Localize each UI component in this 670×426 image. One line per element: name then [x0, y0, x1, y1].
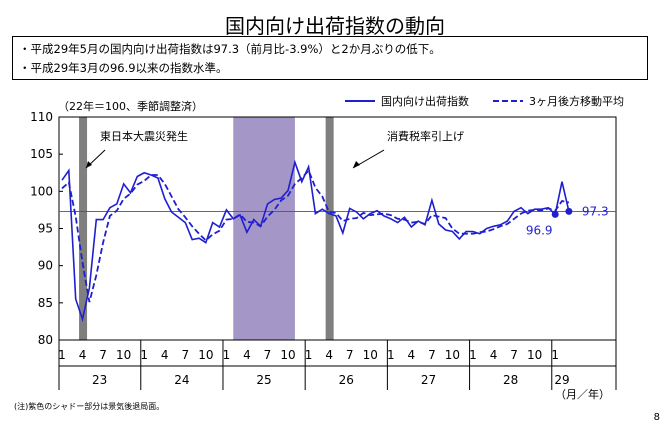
x-axis-unit-label: （月／年） — [555, 387, 610, 401]
x-tick-label-month-48: 1 — [387, 348, 395, 362]
y-tick-label-80: 80 — [38, 333, 53, 347]
x-tick-label-month-27: 4 — [243, 348, 251, 362]
page-title: 国内向け出荷指数の動向 — [225, 14, 445, 38]
y-tick-label-100: 100 — [30, 184, 53, 198]
y-tick-label-110: 110 — [30, 110, 53, 124]
x-tick-label-month-54: 7 — [428, 348, 436, 362]
legend-label-index: 国内向け出荷指数 — [381, 95, 469, 108]
x-tick-label-month-45: 10 — [363, 348, 378, 362]
event-bar-1 — [79, 117, 88, 340]
summary-bullet-1: ・平成29年5月の国内向け出荷指数は97.3（前月比-3.9%）と2か月ぶりの低… — [19, 42, 441, 56]
legend-label-moving-average: 3ヶ月後方移動平均 — [529, 95, 624, 108]
legend-dashed-swatch — [493, 100, 523, 102]
x-tick-label-month-6: 7 — [99, 348, 107, 362]
x-tick-label-year-26: 26 — [339, 373, 354, 387]
x-tick-label-year-25: 25 — [256, 373, 271, 387]
summary-box: ・平成29年5月の国内向け出荷指数は97.3（前月比-3.9%）と2か月ぶりの低… — [12, 36, 648, 80]
x-tick-label-month-12: 1 — [140, 348, 148, 362]
x-tick-label-month-66: 7 — [510, 348, 518, 362]
summary-bullet-2: ・平成29年3月の96.9以来の指数水準。 — [19, 61, 228, 75]
x-tick-label-month-9: 10 — [116, 348, 131, 362]
end-label-0: 96.9 — [526, 223, 553, 237]
x-tick-label-month-15: 4 — [161, 348, 169, 362]
x-tick-label-year-27: 27 — [421, 373, 436, 387]
x-tick-label-year-24: 24 — [174, 373, 189, 387]
event-bar-2 — [325, 117, 334, 340]
series-moving-average-line — [61, 168, 570, 303]
page-number: 8 — [653, 412, 660, 423]
x-tick-label-year-29: 29 — [554, 373, 569, 387]
footnote: (注)紫色のシャドー部分は景気後退局面。 — [14, 402, 165, 411]
x-tick-label-month-60: 1 — [469, 348, 477, 362]
x-tick-label-month-69: 10 — [527, 348, 542, 362]
recession-shade — [233, 117, 295, 340]
x-tick-label-month-18: 7 — [181, 348, 189, 362]
y-axis-unit-label: （22年＝100、季節調整済） — [58, 100, 203, 113]
end-label-1: 97.3 — [582, 204, 609, 218]
annotation-tax-hike: 消費税率引上げ — [387, 129, 464, 143]
x-tick-label-month-39: 4 — [325, 348, 333, 362]
x-tick-label-month-51: 4 — [408, 348, 416, 362]
y-tick-label-105: 105 — [30, 147, 53, 161]
x-tick-label-year-28: 28 — [503, 373, 518, 387]
x-tick-label-month-30: 7 — [264, 348, 272, 362]
y-tick-label-90: 90 — [38, 259, 53, 273]
x-tick-label-month-21: 10 — [198, 348, 213, 362]
end-marker-1 — [565, 207, 573, 215]
x-tick-label-month-3: 4 — [79, 348, 87, 362]
x-tick-label-month-33: 10 — [280, 348, 295, 362]
x-tick-label-month-24: 1 — [223, 348, 231, 362]
y-tick-label-85: 85 — [38, 296, 53, 310]
x-tick-label-month-42: 7 — [346, 348, 354, 362]
x-tick-label-month-57: 10 — [445, 348, 460, 362]
annotation-earthquake: 東日本大震災発生 — [100, 129, 188, 143]
x-tick-label-month-36: 1 — [305, 348, 313, 362]
legend-solid-swatch — [345, 100, 375, 102]
arrowhead-tax-hike — [353, 161, 360, 168]
chart-legend: 国内向け出荷指数 3ヶ月後方移動平均 — [345, 93, 624, 109]
x-tick-label-month-0: 1 — [58, 348, 66, 362]
x-tick-label-month-63: 4 — [490, 348, 498, 362]
end-marker-0 — [551, 210, 559, 218]
series-index-line — [61, 159, 570, 323]
x-tick-label-year-23: 23 — [92, 373, 107, 387]
y-tick-label-95: 95 — [38, 222, 53, 236]
arrowhead-earthquake — [86, 161, 92, 168]
x-tick-label-month-72: 1 — [551, 348, 559, 362]
